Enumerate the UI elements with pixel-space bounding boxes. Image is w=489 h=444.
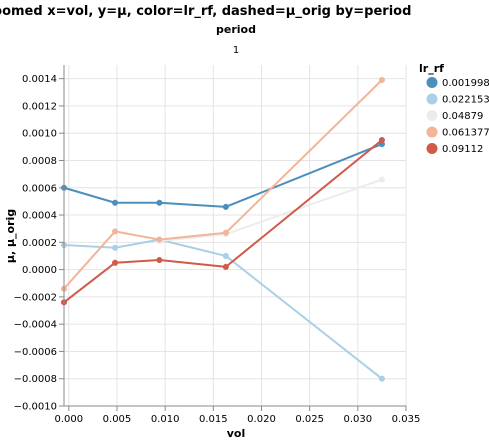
data-point — [112, 259, 119, 266]
series-line — [63, 238, 383, 380]
x-tick-label: 0.000 — [54, 414, 83, 425]
data-point — [222, 203, 229, 210]
y-tick-label: 0.0000 — [22, 265, 57, 276]
legend-item: 0.061377 — [426, 126, 489, 139]
data-point — [156, 236, 163, 243]
y-tick-label: 0.0004 — [22, 211, 57, 222]
grid — [64, 65, 407, 407]
x-axis: 0.000 0.005 0.010 0.015 0.020 0.025 0.030 0.035 — [54, 405, 421, 425]
data-point — [112, 199, 119, 206]
x-axis-title: vol — [227, 427, 246, 440]
y-tick-label: −0.0008 — [14, 374, 57, 385]
legend-item: 0.001998 — [426, 77, 489, 89]
data-point — [222, 252, 229, 260]
y-tick-label: 0.0014 — [22, 74, 57, 85]
x-tick-label: 0.035 — [392, 414, 421, 425]
legend-label: 0.04879 — [442, 111, 483, 122]
legend-item: 0.04879 — [426, 110, 483, 122]
chart-title: μ 1d zoomed x=vol, y=μ, color=lr_rf, das… — [0, 4, 411, 19]
legend-label: 0.022153 — [442, 95, 489, 106]
data-point — [156, 257, 163, 264]
series-line — [63, 139, 383, 304]
y-tick-label: 0.0012 — [22, 101, 57, 112]
data-point — [378, 76, 385, 84]
y-tick-label: −0.0010 — [14, 402, 57, 413]
data-point — [378, 375, 385, 382]
y-tick-label: 0.0006 — [22, 183, 57, 194]
legend-label: 0.09112 — [442, 144, 483, 155]
legend-swatch — [426, 126, 438, 138]
x-tick-label: 0.005 — [103, 414, 132, 425]
x-tick-label: 0.030 — [344, 414, 373, 425]
data-point — [378, 136, 385, 144]
legend-swatch — [426, 93, 438, 105]
legend-label: 0.001998 — [442, 78, 489, 89]
series-points — [60, 76, 385, 382]
data-point — [222, 229, 229, 236]
legend-swatch — [426, 110, 438, 121]
y-tick-label: −0.0006 — [14, 347, 57, 358]
plot-area — [60, 65, 407, 407]
series-lines — [63, 79, 383, 380]
legend-title: lr_rf — [419, 62, 444, 75]
data-point — [222, 263, 229, 270]
legend: lr_rf 0.0019980.0221530.048790.0613770.0… — [419, 62, 489, 155]
y-tick-label: 0.0002 — [22, 238, 57, 249]
y-axis: 0.0014 0.0012 0.0010 0.0008 0.0006 0.0004 0.00… — [14, 65, 65, 413]
legend-item: 0.09112 — [426, 143, 483, 155]
legend-swatch — [426, 143, 438, 154]
y-axis-title: μ, μ_orig — [4, 209, 17, 263]
data-point — [378, 176, 385, 183]
facet-title: period — [216, 23, 256, 36]
data-point — [112, 244, 119, 251]
x-tick-label: 0.015 — [199, 414, 228, 425]
series-line — [63, 79, 383, 290]
facet-label: 1 — [233, 45, 239, 56]
y-tick-label: 0.0008 — [22, 156, 57, 167]
x-tick-label: 0.020 — [247, 414, 276, 425]
x-tick-label: 0.025 — [295, 414, 324, 425]
legend-label: 0.061377 — [442, 128, 489, 139]
y-tick-label: −0.0002 — [14, 292, 57, 303]
y-tick-label: 0.0010 — [22, 129, 57, 140]
legend-swatch — [426, 77, 438, 88]
data-point — [156, 199, 163, 206]
data-point — [112, 228, 119, 235]
legend-items: 0.001998 0.022153 0.04879 0.061377 0.09112 — [426, 77, 489, 155]
y-tick-label: −0.0004 — [14, 320, 57, 331]
x-tick-label: 0.010 — [151, 414, 180, 425]
series-line — [63, 143, 383, 208]
legend-item: 0.022153 — [426, 93, 489, 106]
